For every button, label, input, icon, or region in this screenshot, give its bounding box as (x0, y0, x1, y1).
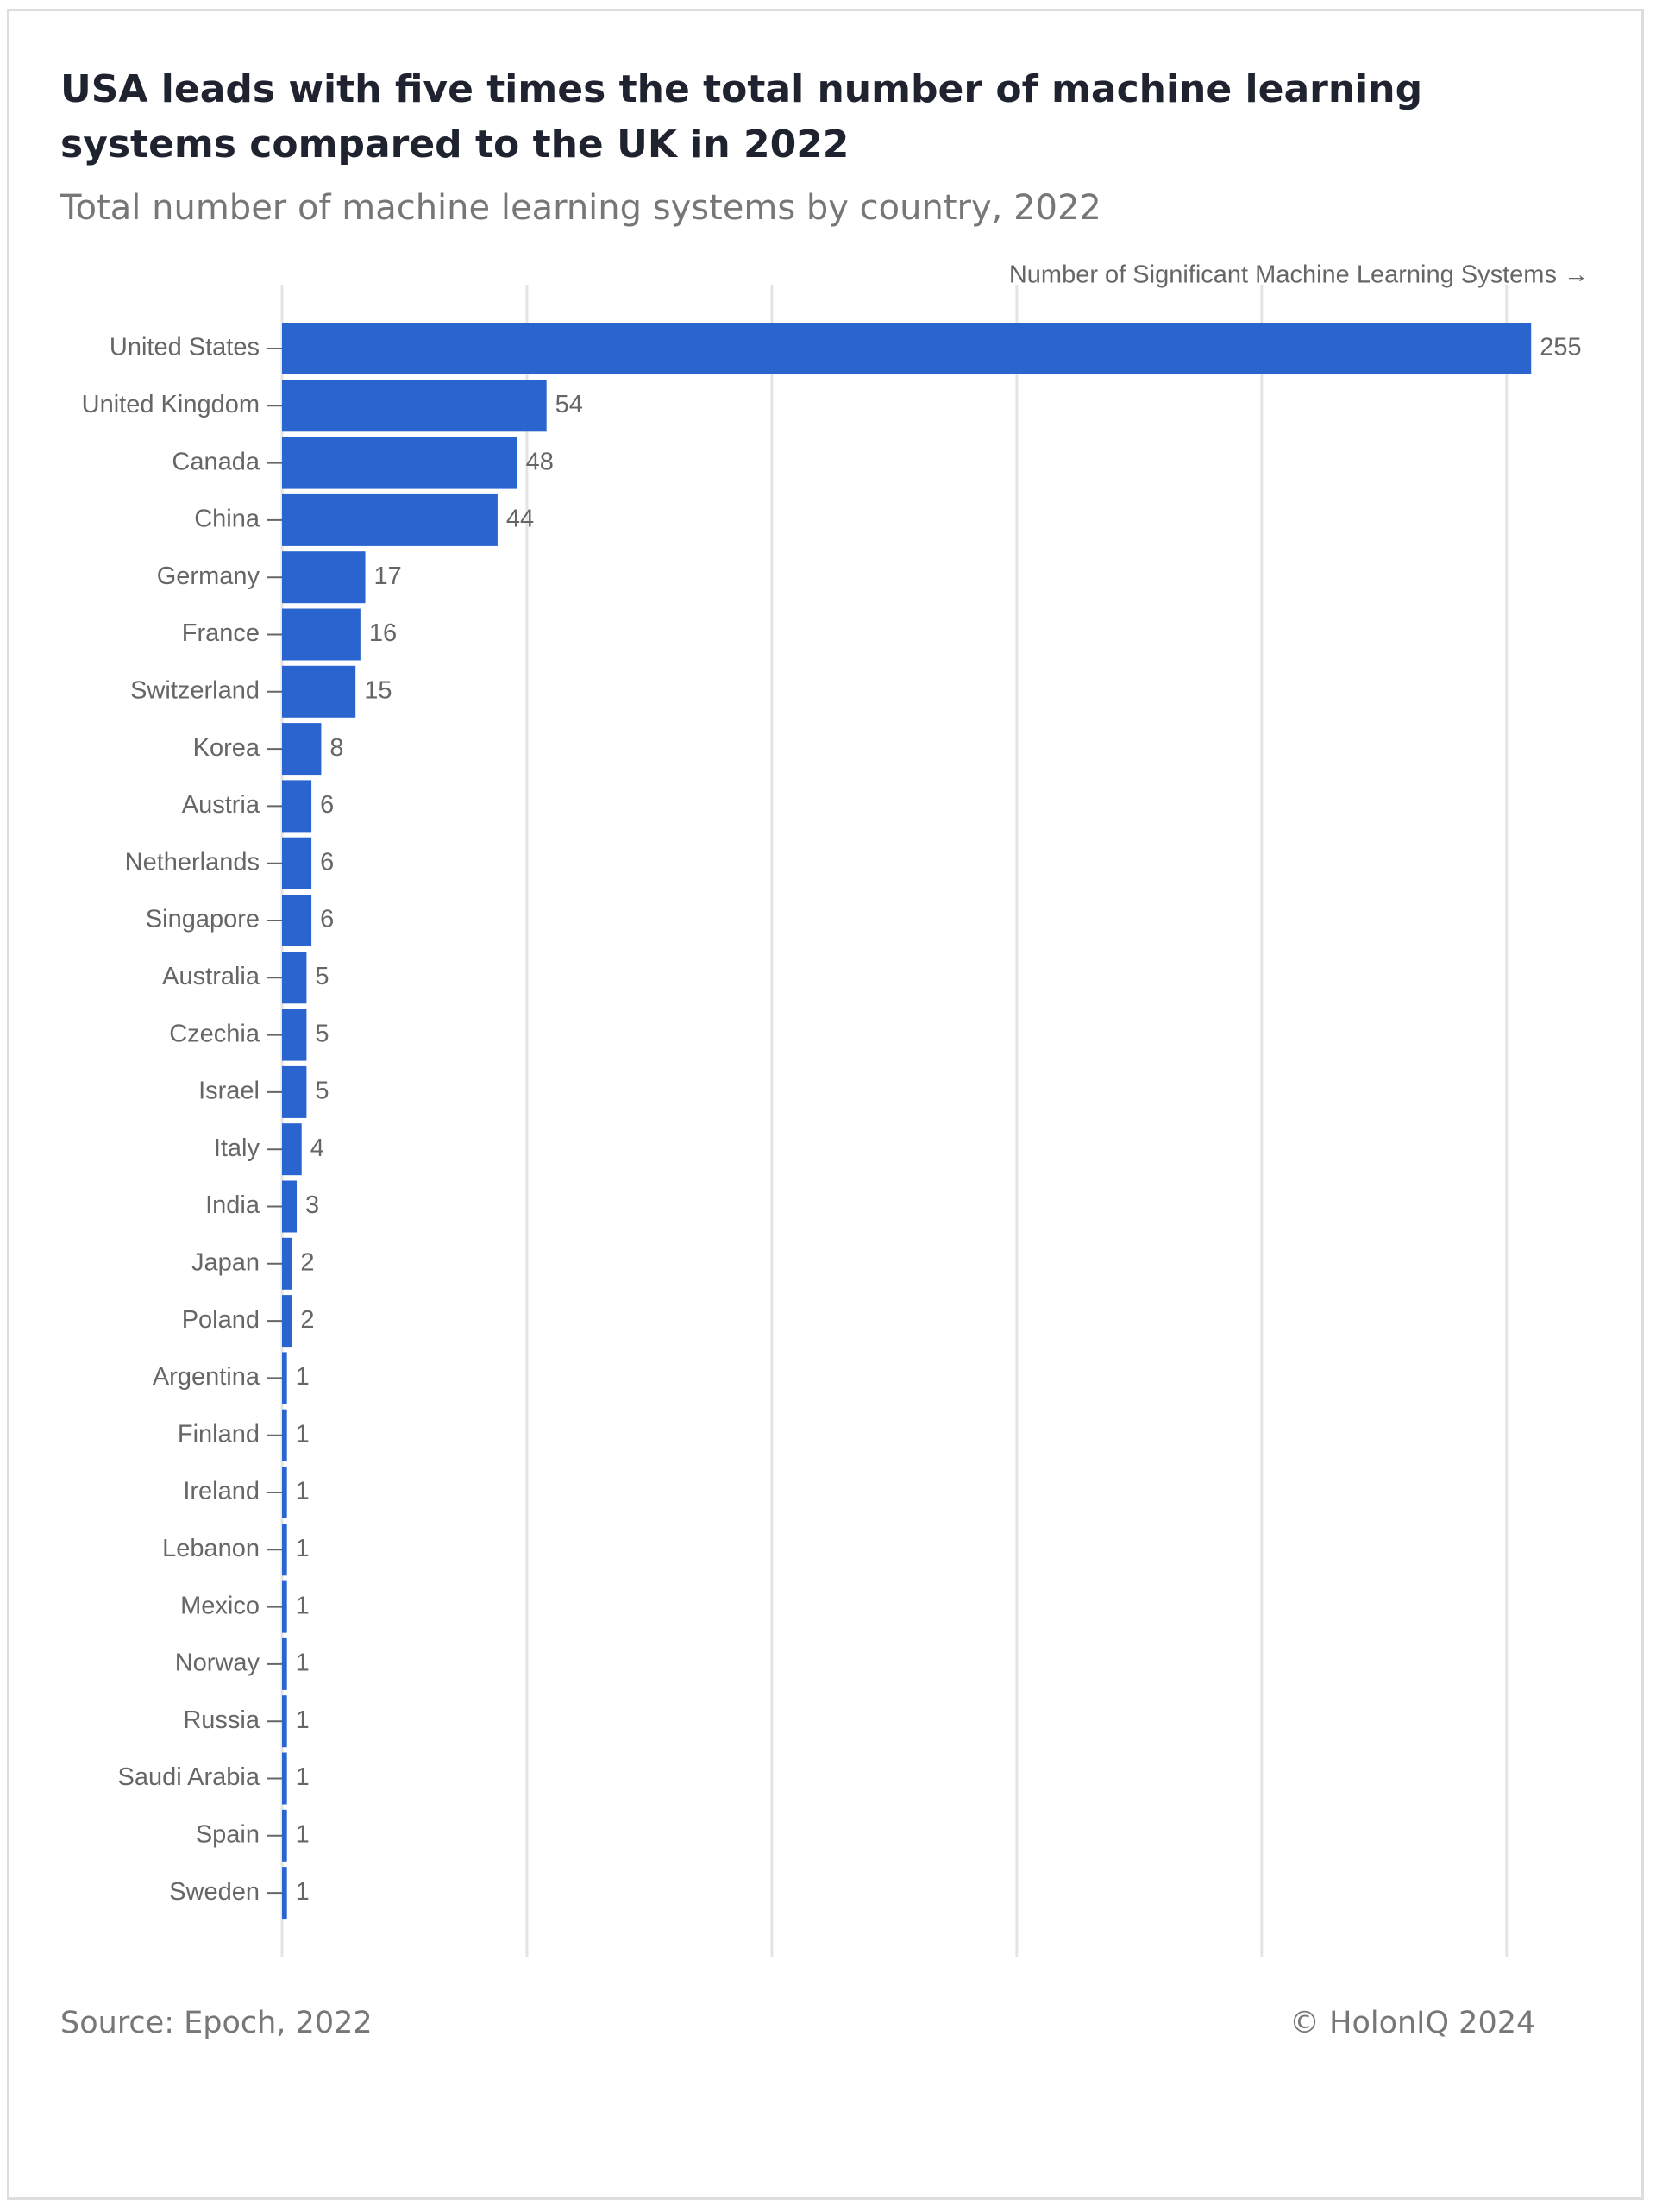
bar (282, 1065, 307, 1118)
y-tick-label: Austria (182, 791, 260, 819)
value-label: 1 (296, 1478, 310, 1505)
y-tick-label: France (182, 619, 260, 647)
bar (282, 723, 322, 776)
bar (282, 1809, 287, 1862)
chart-subtitle: Total number of machine learning systems… (60, 188, 1101, 228)
value-label: 5 (315, 963, 329, 990)
bar (282, 1352, 287, 1404)
bar (282, 1637, 287, 1690)
y-tick-label: Japan (191, 1248, 260, 1276)
bar (282, 837, 312, 889)
bar (282, 895, 312, 946)
y-tick-label: Poland (182, 1306, 260, 1334)
value-label: 5 (315, 1020, 329, 1047)
value-label: 4 (310, 1134, 324, 1162)
frame (7, 9, 1644, 2200)
value-label: 1 (296, 1820, 310, 1848)
bar (282, 608, 361, 661)
chart-title: USA leads with five times the total numb… (60, 67, 1423, 167)
bar (282, 323, 1532, 374)
y-tick-label: Netherlands (125, 848, 260, 876)
bar (282, 1295, 292, 1348)
y-tick-label: United States (110, 334, 260, 361)
y-tick-label: Germany (157, 562, 260, 590)
bar (282, 1123, 302, 1176)
bar (282, 1237, 292, 1290)
value-label: 54 (555, 391, 583, 418)
bar (282, 952, 307, 1004)
bar (282, 1867, 287, 1920)
bar (282, 493, 498, 546)
y-tick-label: United Kingdom (82, 391, 260, 418)
y-tick-label: Czechia (169, 1020, 260, 1047)
bar (282, 1467, 287, 1518)
value-label: 1 (296, 1592, 310, 1619)
y-tick-label: China (194, 506, 260, 533)
value-label: 15 (364, 676, 392, 704)
bar (282, 1009, 307, 1061)
bar (282, 380, 547, 432)
value-label: 1 (296, 1763, 310, 1791)
value-label: 1 (296, 1363, 310, 1391)
y-tick-label: Israel (198, 1078, 260, 1105)
bar (282, 1409, 287, 1461)
y-tick-label: Ireland (183, 1478, 260, 1505)
value-label: 1 (296, 1420, 310, 1448)
y-tick-label: Russia (183, 1706, 260, 1734)
y-tick-label: Italy (214, 1134, 260, 1162)
y-tick-label: Saudi Arabia (118, 1763, 260, 1791)
value-label: 6 (320, 848, 334, 876)
y-tick-label: Switzerland (130, 676, 260, 704)
y-tick-label: Finland (178, 1420, 260, 1448)
bar (282, 1580, 287, 1633)
bar (282, 551, 366, 604)
bar (282, 1695, 287, 1748)
value-label: 1 (296, 1878, 310, 1906)
y-tick-label: Australia (162, 963, 260, 990)
y-tick-label: Sweden (169, 1878, 260, 1906)
value-label: 16 (369, 619, 397, 647)
y-tick-label: Korea (193, 734, 260, 762)
y-tick-label: Spain (196, 1820, 260, 1848)
copyright: © HolonIQ 2024 (1289, 2006, 1536, 2040)
value-label: 1 (296, 1706, 310, 1734)
x-axis-label: Number of Significant Machine Learning S… (1009, 261, 1589, 289)
value-label: 48 (526, 448, 554, 475)
bar (282, 1752, 287, 1805)
bar (282, 1180, 298, 1233)
bar (282, 780, 312, 833)
y-tick-label: Argentina (153, 1363, 260, 1391)
value-label: 3 (305, 1191, 319, 1219)
source: Source: Epoch, 2022 (60, 2006, 373, 2040)
bar (282, 665, 356, 718)
bar (282, 1524, 287, 1576)
y-tick-label: Lebanon (162, 1535, 260, 1562)
value-label: 6 (320, 791, 334, 819)
y-tick-label: India (205, 1191, 260, 1219)
y-tick-label: Norway (175, 1650, 260, 1677)
value-label: 1 (296, 1650, 310, 1677)
value-label: 2 (300, 1248, 314, 1276)
value-label: 1 (296, 1535, 310, 1562)
bar (282, 437, 518, 489)
y-tick-label: Singapore (146, 906, 260, 933)
y-tick-label: Mexico (180, 1592, 260, 1619)
value-label: 17 (374, 562, 402, 590)
value-label: 44 (506, 506, 534, 533)
value-label: 255 (1540, 334, 1581, 361)
value-label: 5 (315, 1078, 329, 1105)
y-tick-label: Canada (172, 448, 260, 475)
value-label: 2 (300, 1306, 314, 1334)
value-label: 6 (320, 906, 334, 933)
value-label: 8 (329, 734, 343, 762)
